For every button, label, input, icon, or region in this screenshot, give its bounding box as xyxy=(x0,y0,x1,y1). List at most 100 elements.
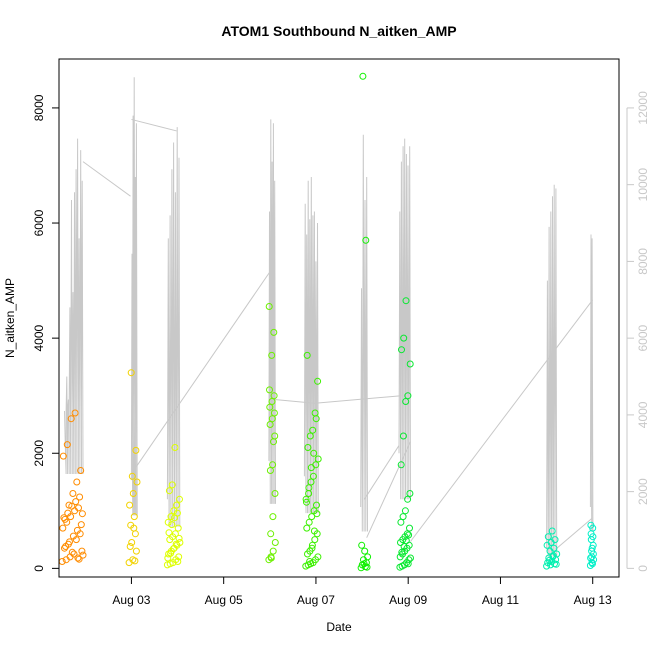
data-point xyxy=(59,524,67,532)
y-tick-label: 4000 xyxy=(32,324,46,351)
chart-title: ATOM1 Southbound N_aitken_AMP xyxy=(221,23,456,39)
y-axis-ticks: 0 2000 4000 6000 8000 xyxy=(32,94,59,572)
x-tick-label: Aug 07 xyxy=(297,593,335,607)
data-point xyxy=(267,554,275,562)
data-point xyxy=(73,478,81,486)
data-point xyxy=(310,527,318,535)
data-point xyxy=(359,72,367,80)
line-segment xyxy=(64,138,84,475)
data-point xyxy=(129,490,137,497)
data-point xyxy=(406,360,414,368)
data-point xyxy=(303,524,311,532)
data-point xyxy=(361,547,369,555)
data-point xyxy=(73,526,81,534)
data-point xyxy=(131,557,139,565)
data-point xyxy=(312,415,320,423)
data-point xyxy=(68,548,76,556)
data-point xyxy=(269,461,277,469)
data-point xyxy=(587,521,595,529)
data-point xyxy=(358,541,366,549)
data-point xyxy=(133,478,141,486)
data-point xyxy=(402,398,410,405)
x-axis-label: Date xyxy=(326,620,352,634)
y2-tick-label: 10000 xyxy=(636,168,650,202)
data-point xyxy=(170,507,178,515)
x-tick-label: Aug 11 xyxy=(482,593,519,607)
line-connector xyxy=(366,441,411,538)
data-point xyxy=(60,514,68,522)
line-connector xyxy=(555,518,593,550)
data-point xyxy=(407,554,414,562)
data-point xyxy=(313,501,320,509)
data-point xyxy=(75,504,82,512)
x-tick-label: Aug 03 xyxy=(112,593,150,607)
data-point xyxy=(405,531,413,539)
x-tick-label: Aug 09 xyxy=(389,593,427,607)
y2-tick-label: 0 xyxy=(636,565,650,572)
data-point xyxy=(308,544,316,552)
data-point xyxy=(552,560,560,568)
data-point xyxy=(165,487,173,495)
line-segment xyxy=(130,77,138,516)
data-point xyxy=(61,544,68,552)
data-point xyxy=(364,553,372,561)
line-connector xyxy=(82,161,131,197)
data-point xyxy=(175,553,183,561)
x-tick-label: Aug 13 xyxy=(574,593,612,607)
data-point xyxy=(64,509,72,517)
y-tick-label: 8000 xyxy=(32,94,46,121)
data-point xyxy=(168,521,176,529)
data-point xyxy=(77,467,85,474)
data-point xyxy=(62,543,70,550)
plot-frame xyxy=(58,58,620,578)
data-point xyxy=(269,513,277,521)
data-point xyxy=(587,554,595,562)
data-point xyxy=(308,541,316,549)
data-point xyxy=(270,328,278,336)
data-point xyxy=(402,537,410,545)
y-tick-label: 0 xyxy=(32,565,46,572)
data-point xyxy=(174,524,182,532)
line-connector xyxy=(313,395,402,404)
data-point xyxy=(400,561,408,569)
data-point xyxy=(79,551,87,559)
data-point xyxy=(305,484,313,492)
data-point xyxy=(306,558,314,565)
line-segment xyxy=(268,119,276,504)
data-point xyxy=(176,539,184,546)
data-point xyxy=(128,472,136,480)
data-point xyxy=(398,548,406,556)
y-tick-label: 2000 xyxy=(32,440,46,467)
y2-tick-label: 12000 xyxy=(636,91,650,125)
y2-tick-label: 2000 xyxy=(636,478,650,505)
data-point xyxy=(267,530,275,538)
data-point xyxy=(126,543,134,550)
data-point xyxy=(313,510,321,518)
data-point xyxy=(268,351,276,359)
line-connector xyxy=(410,299,594,542)
data-point xyxy=(61,515,69,523)
data-point xyxy=(588,544,596,552)
line-segment xyxy=(398,138,411,500)
data-point xyxy=(132,547,140,555)
data-point xyxy=(543,562,551,570)
data-point xyxy=(548,527,556,535)
data-point xyxy=(306,432,314,440)
line-segment xyxy=(546,184,558,557)
line-connector xyxy=(274,399,316,404)
line-connector xyxy=(363,445,400,500)
x-tick-label: Aug 05 xyxy=(205,593,243,607)
data-point xyxy=(303,498,310,506)
data-point xyxy=(74,554,82,562)
y-tick-label: 6000 xyxy=(32,209,46,236)
line-segment xyxy=(589,234,594,532)
x-axis-ticks: Aug 03 Aug 05 Aug 07 Aug 09 Aug 11 Aug 13 xyxy=(112,577,612,607)
axes xyxy=(58,58,620,578)
data-point xyxy=(69,490,77,497)
data-point xyxy=(402,297,410,305)
data-point xyxy=(307,464,315,472)
data-point xyxy=(404,495,412,503)
data-point xyxy=(308,513,316,521)
data-point xyxy=(66,538,73,546)
